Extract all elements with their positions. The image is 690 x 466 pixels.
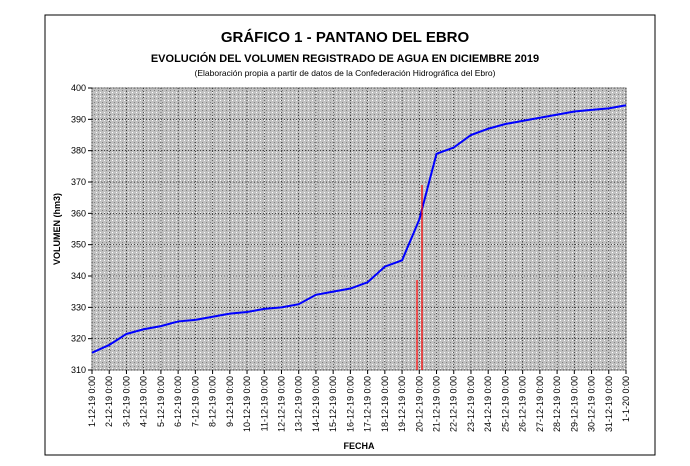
data-line bbox=[91, 104, 627, 354]
y-tick-label: 310 bbox=[71, 365, 86, 375]
y-tick-label: 400 bbox=[71, 83, 86, 93]
x-tick-label: 5-12-19 0:00 bbox=[156, 376, 166, 427]
y-tick-label: 360 bbox=[71, 208, 86, 218]
x-tick-label: 31-12-19 0:00 bbox=[604, 376, 614, 432]
x-tick-label: 21-12-19 0:00 bbox=[432, 376, 442, 432]
x-tick-label: 3-12-19 0:00 bbox=[121, 376, 131, 427]
plot-area bbox=[91, 87, 627, 371]
chart-note: (Elaboración propia a partir de datos de… bbox=[195, 68, 496, 78]
x-tick-label: 19-12-19 0:00 bbox=[397, 376, 407, 432]
x-tick-label: 12-12-19 0:00 bbox=[276, 376, 286, 432]
x-tick-label: 30-12-19 0:00 bbox=[587, 376, 597, 432]
x-tick-label: 17-12-19 0:00 bbox=[363, 376, 373, 432]
x-tick-label: 10-12-19 0:00 bbox=[242, 376, 252, 432]
x-tick-label: 1-1-20 0:00 bbox=[621, 376, 631, 422]
x-tick-label: 1-12-19 0:00 bbox=[87, 376, 97, 427]
y-tick-label: 390 bbox=[71, 114, 86, 124]
x-tick-label: 18-12-19 0:00 bbox=[380, 376, 390, 432]
x-tick-label: 24-12-19 0:00 bbox=[483, 376, 493, 432]
x-tick-label: 6-12-19 0:00 bbox=[173, 376, 183, 427]
y-axis-label: VOLUMEN (hm3) bbox=[52, 193, 62, 265]
y-tick-label: 380 bbox=[71, 146, 86, 156]
x-tick-label: 9-12-19 0:00 bbox=[225, 376, 235, 427]
plot: 310 320 330 340 350 360 370 380 390 400 1-12-19 0:… bbox=[71, 83, 631, 432]
x-tick-label: 23-12-19 0:00 bbox=[466, 376, 476, 432]
x-tick-label: 25-12-19 0:00 bbox=[500, 376, 510, 432]
x-tick-label: 2-12-19 0:00 bbox=[104, 376, 114, 427]
y-tick-label: 330 bbox=[71, 302, 86, 312]
x-tick-label: 8-12-19 0:00 bbox=[208, 376, 218, 427]
x-tick-label: 20-12-19 0:00 bbox=[414, 376, 424, 432]
x-tick-label: 16-12-19 0:00 bbox=[345, 376, 355, 432]
x-tick-label: 11-12-19 0:00 bbox=[259, 376, 269, 431]
x-tick-label: 15-12-19 0:00 bbox=[328, 376, 338, 432]
x-axis-label: FECHA bbox=[344, 441, 375, 451]
y-tick-label: 350 bbox=[71, 240, 86, 250]
x-tick-label: 28-12-19 0:00 bbox=[552, 376, 562, 432]
y-tick-label: 340 bbox=[71, 271, 86, 281]
chart-title: GRÁFICO 1 - PANTANO DEL EBRO bbox=[221, 29, 470, 46]
x-tick-label: 26-12-19 0:00 bbox=[518, 376, 528, 432]
y-tick-label: 320 bbox=[71, 334, 86, 344]
x-tick-label: 4-12-19 0:00 bbox=[139, 376, 149, 427]
y-tick-label: 370 bbox=[71, 177, 86, 187]
x-tick-label: 29-12-19 0:00 bbox=[569, 376, 579, 432]
x-tick-label: 7-12-19 0:00 bbox=[190, 376, 200, 427]
x-tick-label: 13-12-19 0:00 bbox=[294, 376, 304, 432]
chart-subtitle: EVOLUCIÓN DEL VOLUMEN REGISTRADO DE AGUA… bbox=[151, 52, 539, 65]
x-tick-label: 22-12-19 0:00 bbox=[449, 376, 459, 432]
x-tick-label: 27-12-19 0:00 bbox=[535, 376, 545, 432]
x-tick-label: 14-12-19 0:00 bbox=[311, 376, 321, 432]
